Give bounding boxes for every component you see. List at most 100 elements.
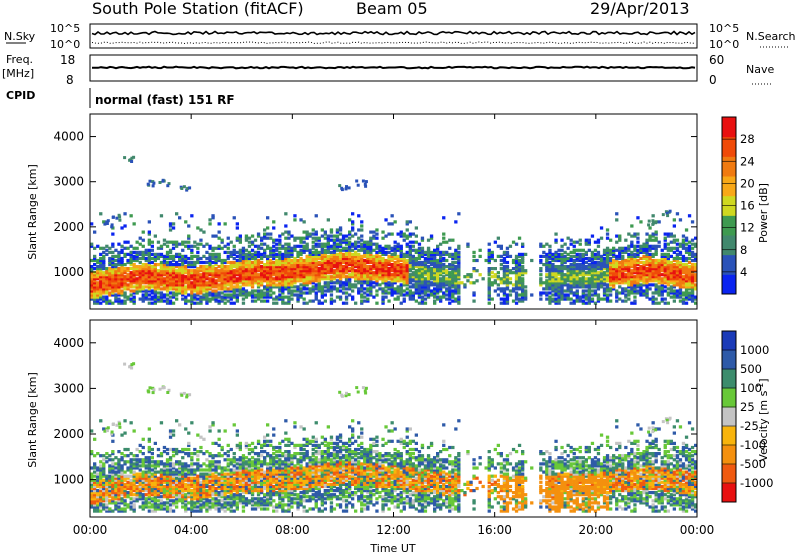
power-cell bbox=[256, 275, 261, 279]
power-cell bbox=[636, 240, 640, 244]
power-cell bbox=[396, 254, 400, 258]
power-cell bbox=[341, 240, 346, 244]
power-cell bbox=[229, 275, 233, 279]
power-cell bbox=[90, 281, 94, 285]
power-cell bbox=[302, 279, 306, 283]
power-cell bbox=[396, 287, 400, 291]
power-cell bbox=[694, 252, 698, 256]
power-cell bbox=[272, 291, 276, 295]
velocity-cell bbox=[105, 460, 109, 464]
power-cell bbox=[687, 252, 692, 256]
power-cell bbox=[590, 283, 595, 287]
power-cell bbox=[165, 273, 170, 277]
power-cell bbox=[420, 281, 425, 285]
power-cell bbox=[93, 277, 97, 281]
nave-tick-top: 60 bbox=[709, 53, 724, 67]
power-cell bbox=[633, 248, 637, 252]
power-cell bbox=[275, 260, 279, 265]
power-cell bbox=[175, 252, 179, 256]
power-cell bbox=[681, 265, 686, 269]
power-cell bbox=[305, 267, 309, 271]
power-cell bbox=[99, 283, 103, 287]
power-cell bbox=[630, 224, 634, 228]
power-cell bbox=[429, 271, 434, 275]
power-cell bbox=[363, 252, 367, 256]
power-cell bbox=[694, 265, 698, 269]
power-cell bbox=[360, 287, 364, 291]
power-cell bbox=[687, 250, 692, 254]
power-cell bbox=[284, 246, 288, 250]
power-cell bbox=[417, 275, 422, 279]
power-cell bbox=[593, 281, 598, 285]
power-cell bbox=[669, 285, 673, 289]
power-cell bbox=[123, 263, 127, 267]
power-cell bbox=[445, 293, 449, 297]
power-cell bbox=[587, 267, 591, 271]
power-cell bbox=[381, 230, 385, 234]
power-cell bbox=[305, 246, 309, 250]
power-cell bbox=[269, 246, 273, 250]
power-cell bbox=[205, 271, 209, 275]
power-cell bbox=[320, 244, 324, 248]
velocity-cell bbox=[153, 466, 157, 470]
power-cell bbox=[381, 279, 385, 283]
power-cell bbox=[314, 252, 318, 256]
freq-label: Freq. bbox=[6, 53, 33, 66]
power-cell bbox=[181, 269, 185, 273]
power-cell bbox=[647, 219, 651, 223]
power-cell bbox=[99, 265, 103, 269]
velocity-cell bbox=[147, 450, 151, 454]
power-cell bbox=[445, 258, 449, 263]
power-cell bbox=[572, 277, 576, 281]
power-cell bbox=[320, 263, 324, 267]
power-cell bbox=[678, 242, 683, 246]
power-cell bbox=[581, 263, 585, 267]
power-cell bbox=[690, 277, 695, 281]
power-cell bbox=[684, 285, 689, 289]
power-cell bbox=[168, 299, 173, 303]
power-cell bbox=[132, 275, 136, 279]
power-cell bbox=[138, 287, 142, 291]
power-cell bbox=[439, 297, 443, 301]
power-cell bbox=[551, 279, 555, 283]
power-cell bbox=[694, 283, 698, 287]
power-cell bbox=[496, 236, 500, 240]
power-cell bbox=[99, 263, 103, 267]
power-cell bbox=[111, 242, 115, 246]
power-cell bbox=[175, 263, 179, 267]
power-cell bbox=[581, 273, 585, 277]
power-cell bbox=[675, 265, 680, 269]
velocity-cell bbox=[99, 482, 103, 486]
power-cell bbox=[423, 273, 428, 277]
power-cell bbox=[669, 273, 673, 277]
power-cell bbox=[514, 267, 519, 271]
power-cell bbox=[168, 240, 173, 244]
power-cell bbox=[551, 271, 555, 275]
power-cell bbox=[357, 256, 361, 261]
power-cell bbox=[156, 271, 161, 275]
power-cell bbox=[217, 258, 221, 263]
power-cell bbox=[354, 275, 358, 279]
velocity-cell bbox=[144, 501, 148, 505]
power-cell bbox=[433, 293, 437, 297]
power-cell bbox=[554, 287, 558, 291]
power-cell bbox=[612, 277, 616, 281]
power-cell bbox=[187, 263, 191, 267]
power-cell bbox=[566, 285, 570, 289]
power-cell bbox=[660, 267, 664, 271]
power-cell bbox=[93, 287, 97, 291]
power-cell bbox=[651, 263, 655, 267]
velocity-cell bbox=[120, 458, 124, 462]
power-cell bbox=[545, 287, 549, 291]
power-cell bbox=[147, 271, 151, 275]
power-cell bbox=[226, 269, 230, 273]
velocity-cell bbox=[138, 476, 142, 480]
power-cell bbox=[211, 234, 215, 238]
power-cell bbox=[320, 256, 324, 261]
power-cell bbox=[244, 267, 249, 271]
power-cell bbox=[302, 281, 306, 285]
power-cell bbox=[232, 265, 236, 269]
power-cell bbox=[351, 248, 355, 252]
velocity-cell bbox=[153, 503, 157, 507]
power-cell bbox=[621, 265, 625, 269]
